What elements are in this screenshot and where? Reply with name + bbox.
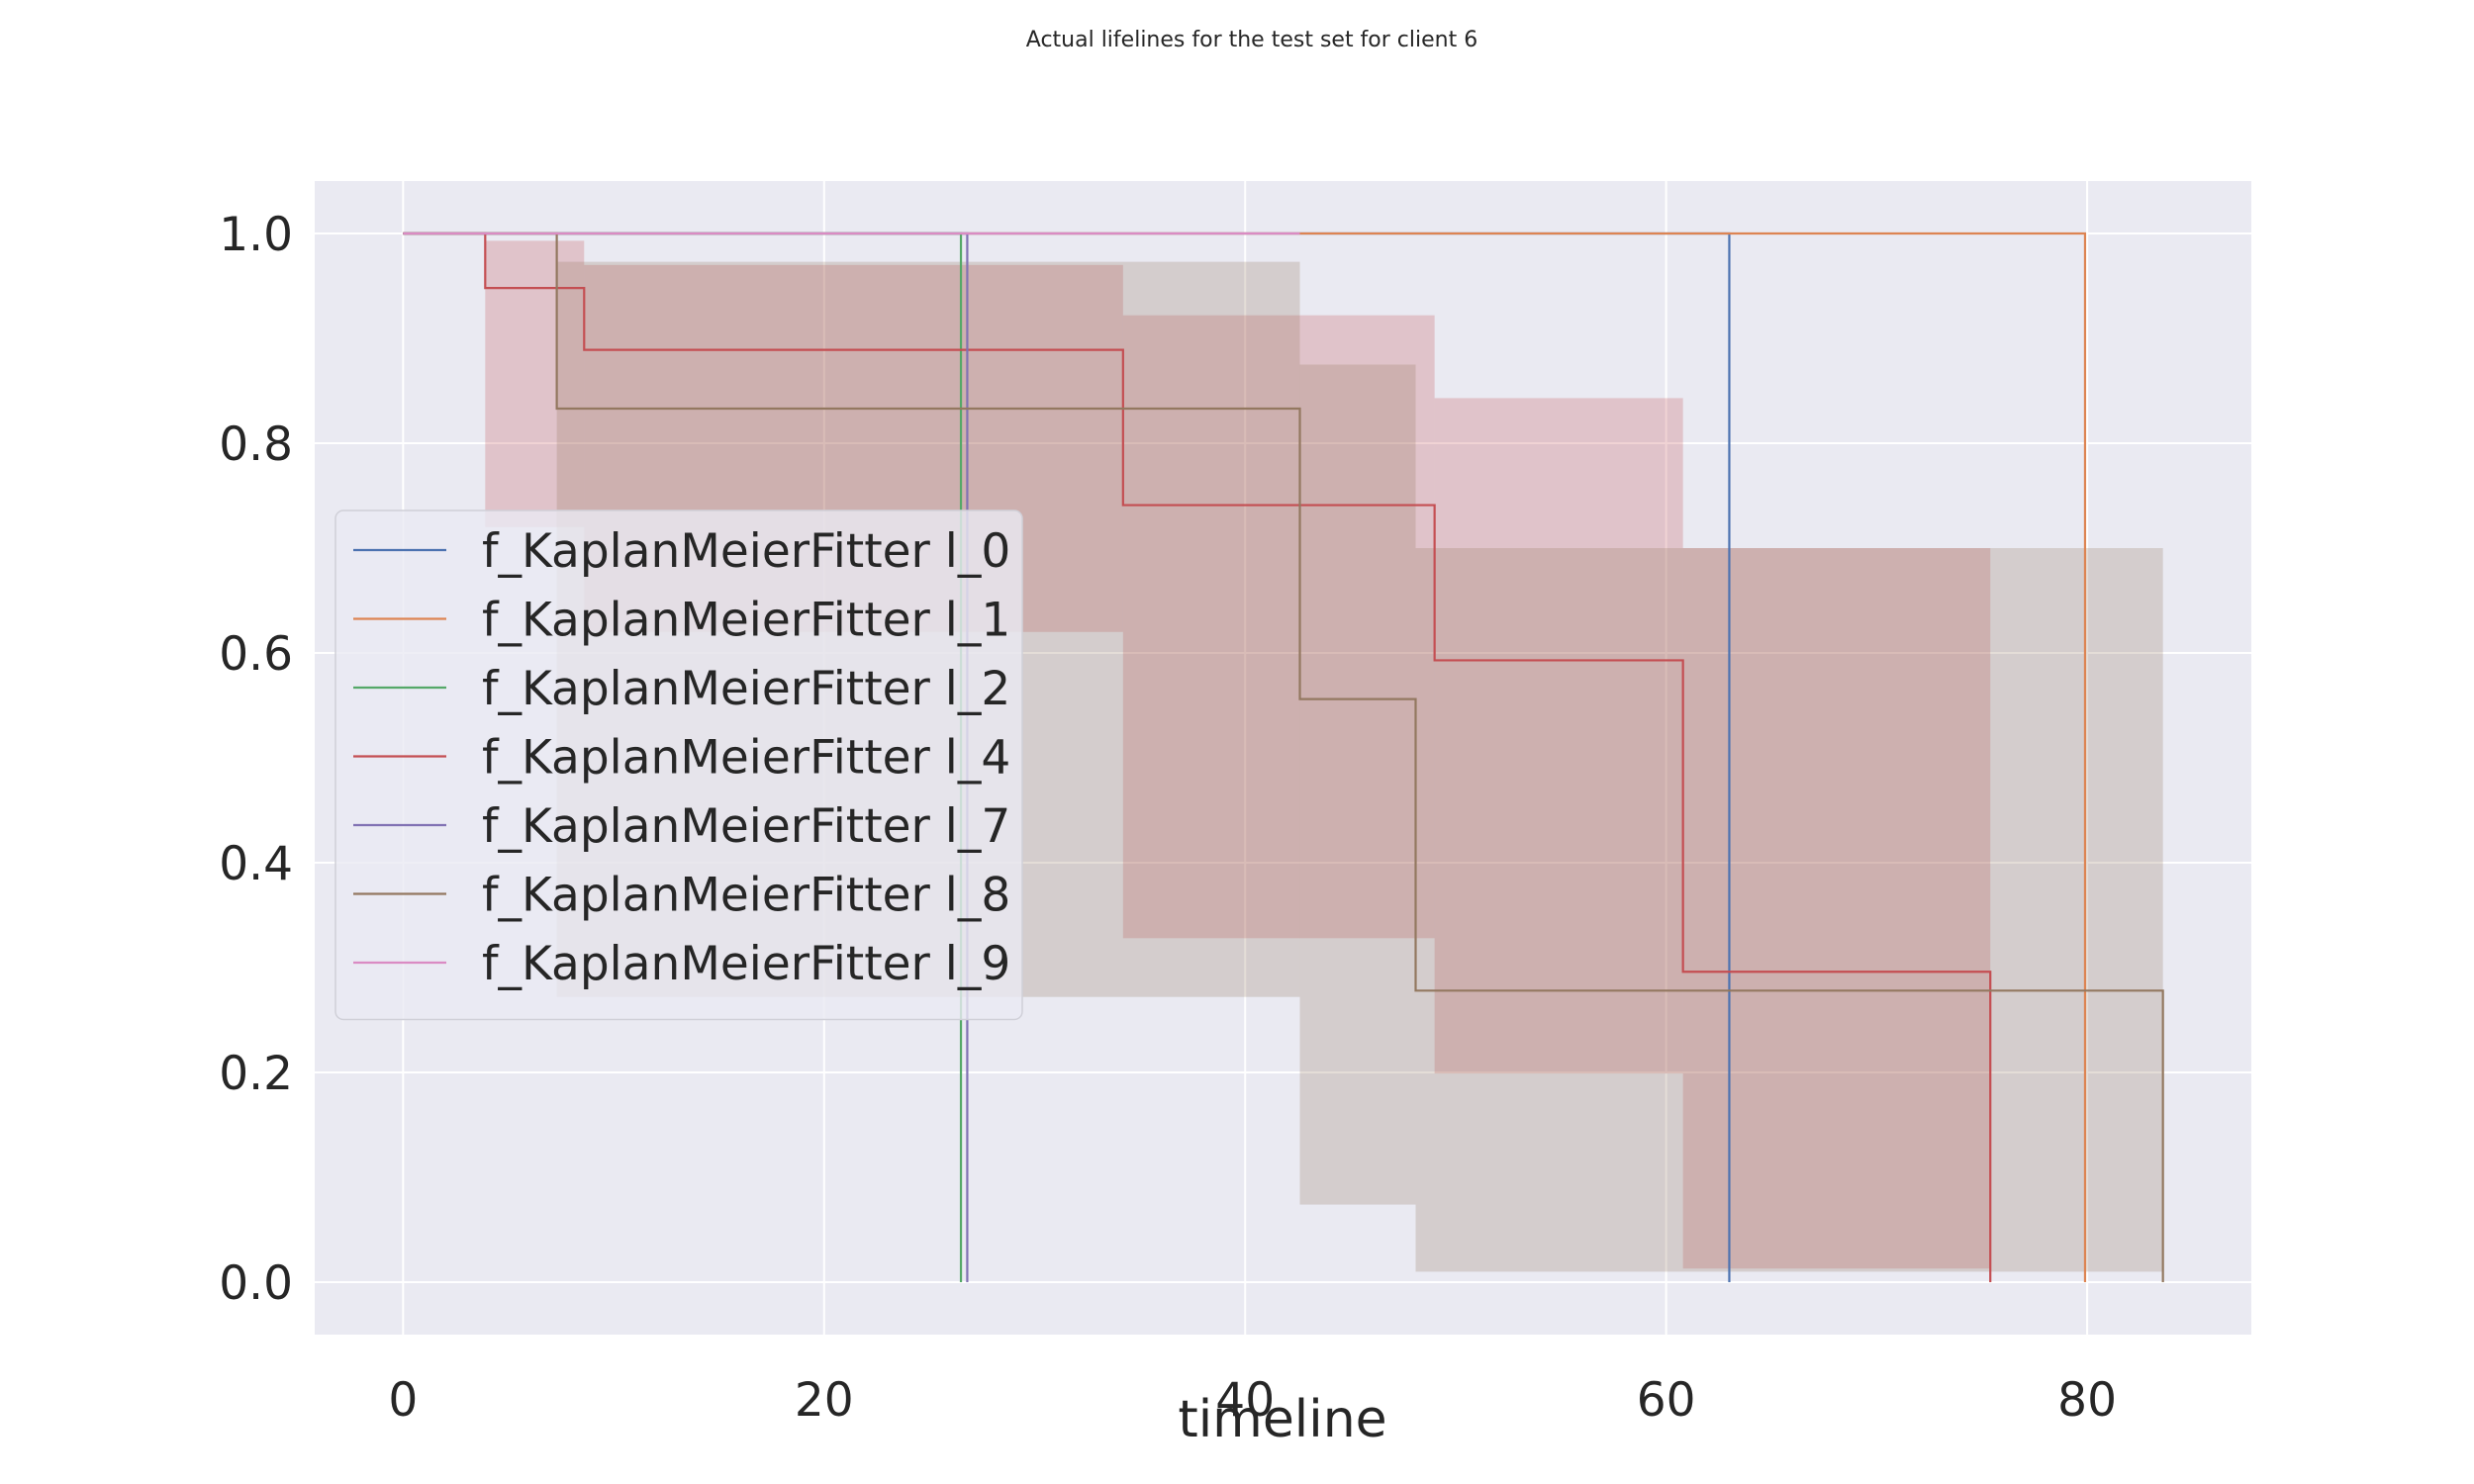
survival-line (403, 232, 1992, 1282)
x-tick-label: 60 (1637, 1373, 1696, 1428)
ci-band-segment (1122, 315, 1435, 939)
legend-label: f_KaplanMeierFitter l_2 (482, 662, 1010, 716)
ci-band-segment (1415, 548, 2163, 1272)
legend-label: f_KaplanMeierFitter l_9 (482, 937, 1010, 991)
legend[interactable]: f_KaplanMeierFitter l_0 f_KaplanMeierFitt… (334, 510, 1023, 1021)
y-tick-label: 0.4 (219, 837, 293, 891)
legend-box (334, 510, 1023, 1021)
x-tick-label: 20 (795, 1373, 854, 1428)
survival-line (403, 232, 2164, 1282)
legend-label: f_KaplanMeierFitter l_4 (482, 731, 1010, 786)
x-tick-label: 0 (388, 1373, 418, 1428)
y-tick-label: 1.0 (219, 208, 293, 262)
y-tick-label: 0.8 (219, 417, 293, 472)
ci-band-segment (1434, 398, 1683, 1074)
legend-label: f_KaplanMeierFitter l_8 (482, 869, 1010, 923)
ci-band-segment (1299, 364, 1416, 1205)
tick-labels: 0 20 40 60 80 0.0 0.2 0.4 0.6 0.8 1.0 (219, 208, 2117, 1428)
legend-label: f_KaplanMeierFitter l_0 (482, 524, 1010, 579)
y-tick-label: 0.0 (219, 1256, 293, 1311)
y-tick-label: 0.2 (219, 1047, 293, 1101)
legend-label: f_KaplanMeierFitter l_1 (482, 594, 1010, 648)
ci-band-segment (1682, 548, 1991, 1269)
x-tick-label: 80 (2057, 1373, 2117, 1428)
x-tick-label: 40 (1215, 1373, 1275, 1428)
chart-title: Actual lifelines for the test set for cl… (1026, 28, 1477, 52)
legend-label: f_KaplanMeierFitter l_7 (482, 799, 1010, 854)
y-tick-label: 0.6 (219, 627, 293, 682)
x-axis-label: timeline (1178, 1390, 1386, 1449)
